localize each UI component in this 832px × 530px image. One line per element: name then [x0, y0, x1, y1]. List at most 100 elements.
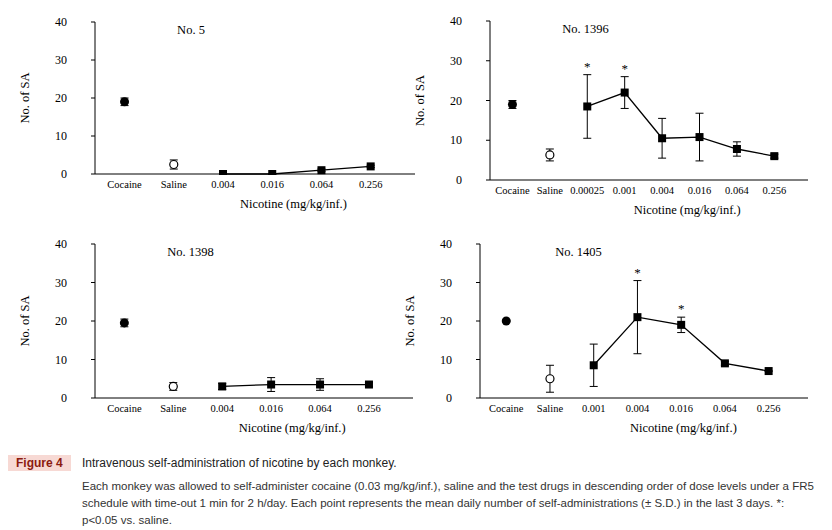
- y-tick: [476, 398, 480, 399]
- y-tick: [91, 282, 95, 283]
- error-cap: [677, 332, 685, 333]
- error-bar: [583, 75, 591, 139]
- y-tick: [486, 100, 490, 101]
- x-tick-label: 0.064: [713, 403, 737, 414]
- error-cap: [633, 280, 641, 281]
- x-tick-label: 0.064: [725, 185, 749, 196]
- series-line: [222, 385, 369, 387]
- x-tick-label: 0.064: [310, 179, 334, 190]
- x-tick-label: Saline: [537, 185, 564, 196]
- y-tick: [486, 21, 490, 22]
- error-cap: [733, 141, 741, 142]
- error-cap: [621, 76, 629, 77]
- x-tick-label: 0.064: [308, 403, 332, 414]
- error-bar: [546, 365, 554, 392]
- x-tick-label: 0.00025: [570, 185, 604, 196]
- title: No. 1398: [167, 245, 214, 259]
- x-tick-label: 0.016: [259, 403, 283, 414]
- panel: 010203040CocaineSaline0.0010.0040.0160.0…: [403, 237, 808, 435]
- x-tick-label: Cocaine: [495, 185, 530, 196]
- title: No. 1405: [555, 245, 602, 259]
- y-tick-label: 10: [55, 353, 67, 367]
- marker: [367, 162, 375, 170]
- y-tick: [91, 98, 95, 99]
- caption: Each monkey was allowed to self-administ…: [82, 478, 822, 529]
- x-tick-label: Saline: [160, 403, 187, 414]
- error-cap: [546, 160, 554, 161]
- error-cap: [267, 391, 275, 392]
- x-axis-label: Nicotine (mg/kg/inf.): [630, 421, 737, 435]
- y-tick: [476, 282, 480, 283]
- marker: [267, 381, 275, 389]
- marker: [268, 170, 276, 175]
- y-tick-label: 0: [61, 391, 67, 405]
- marker: [502, 317, 511, 326]
- marker: [733, 145, 741, 153]
- marker: [316, 381, 324, 389]
- figure-label: Figure 4: [8, 455, 71, 471]
- y-tick: [91, 174, 95, 175]
- y-tick-label: 20: [55, 91, 67, 105]
- marker: [546, 375, 554, 383]
- error-cap: [696, 160, 704, 161]
- y-tick-label: 0: [456, 173, 462, 187]
- error-bar: [658, 118, 666, 158]
- marker: [365, 381, 373, 389]
- y-tick: [91, 136, 95, 137]
- y-tick-label: 40: [440, 237, 452, 251]
- error-cap: [733, 156, 741, 157]
- y-tick-label: 10: [440, 353, 452, 367]
- title: No. 1396: [562, 22, 609, 36]
- x-axis-label: Nicotine (mg/kg/inf.): [240, 197, 347, 211]
- error-bar: [267, 378, 275, 392]
- error-cap: [590, 386, 598, 387]
- panel: 010203040CocaineSaline0.0040.0160.0640.2…: [18, 237, 413, 435]
- annotation: *: [584, 59, 591, 74]
- marker: [120, 318, 129, 327]
- x-tick-label: 0.256: [357, 403, 381, 414]
- marker: [508, 100, 517, 109]
- x-tick-label: 0.016: [260, 179, 284, 190]
- x-axis-label: Nicotine (mg/kg/inf.): [239, 421, 346, 435]
- marker: [677, 321, 685, 329]
- y-tick: [91, 244, 95, 245]
- y-tick: [91, 398, 95, 399]
- error-bar: [677, 317, 685, 332]
- y-tick: [486, 180, 490, 181]
- error-bar: [170, 160, 178, 169]
- x-tick-label: 0.256: [763, 185, 787, 196]
- y-tick-label: 10: [450, 133, 462, 147]
- annotation: *: [634, 265, 641, 280]
- marker: [765, 367, 773, 375]
- y-tick-label: 30: [55, 53, 67, 67]
- error-cap: [546, 148, 554, 149]
- series-line: [594, 317, 769, 371]
- annotation: *: [621, 61, 628, 76]
- error-cap: [583, 138, 591, 139]
- y-tick-label: 0: [446, 391, 452, 405]
- marker: [658, 134, 666, 142]
- plot-area: [502, 281, 773, 393]
- error-cap: [267, 377, 275, 378]
- x-tick-label: 0.256: [359, 179, 383, 190]
- error-bar: [508, 101, 516, 109]
- marker: [120, 97, 129, 106]
- marker: [170, 161, 178, 169]
- error-bar: [696, 113, 704, 161]
- x-tick-label: Saline: [537, 403, 564, 414]
- figure: 0 10 20 30 40 Cocaine Saline 0.004 0.016 0.064 0.2…: [0, 0, 832, 455]
- x-axis-label: Nicotine (mg/kg/inf.): [634, 203, 741, 217]
- y-axis-label: No. of SA: [403, 295, 417, 346]
- x-tick-label: 0.004: [650, 185, 674, 196]
- series-line: [223, 166, 371, 174]
- error-cap: [546, 365, 554, 366]
- error-bar: [633, 281, 641, 354]
- y-tick-label: 20: [55, 314, 67, 328]
- panel: 010203040CocaineSaline0.0040.0160.0640.2…: [18, 15, 415, 211]
- y-tick-label: 30: [450, 54, 462, 68]
- y-tick: [476, 244, 480, 245]
- y-tick-label: 40: [55, 15, 67, 29]
- series-line: [587, 93, 774, 157]
- marker: [219, 170, 227, 175]
- plot-area: [120, 97, 375, 175]
